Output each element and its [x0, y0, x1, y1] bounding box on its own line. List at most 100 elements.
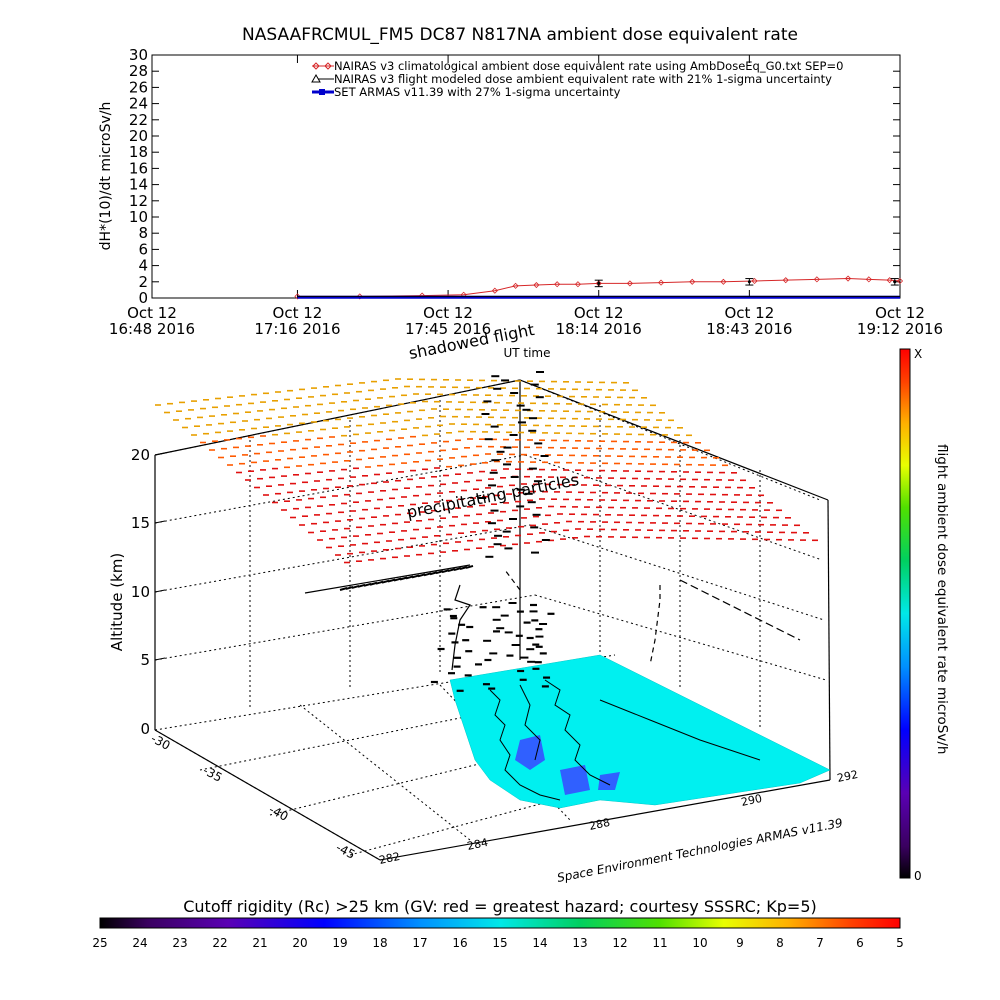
series-nairas-climatological-point	[356, 293, 363, 300]
x-tick-label: Oct 12	[875, 304, 925, 322]
legend: NAIRAS v3 climatological ambient dose eq…	[311, 59, 843, 99]
z-tick-label: 20	[131, 446, 150, 464]
annotation-precipitating-particles: precipitating particles	[405, 470, 580, 522]
y-tick-label: 24	[129, 95, 148, 113]
legend-label: NAIRAS v3 flight modeled dose ambient eq…	[334, 72, 832, 86]
y-axis-label: dH*(10)/dt microSv/h	[98, 102, 114, 251]
y-tick-label: 20	[129, 127, 148, 145]
y-tick-label: 12	[129, 192, 148, 210]
rigidity-tick-label: 6	[856, 936, 864, 950]
rigidity-colorbar	[99, 917, 901, 929]
legend-diamond-marker	[324, 62, 332, 70]
rigidity-tick-label: 24	[132, 936, 147, 950]
y-tick-label: 4	[138, 257, 148, 275]
rigidity-tick-label: 5	[896, 936, 904, 950]
x-tick-label: Oct 12	[574, 304, 624, 322]
z-tick-label: 15	[131, 514, 150, 532]
lon-tick-label: 292	[836, 768, 859, 785]
y-tick-label: 28	[129, 62, 148, 80]
rigidity-colorbar-title: Cutoff rigidity (Rc) >25 km (GV: red = g…	[183, 897, 817, 916]
rigidity-tick-label: 13	[572, 936, 587, 950]
series-nairas-climatological-point	[689, 278, 696, 285]
y-tick-label: 16	[129, 159, 148, 177]
lat-tick-label: -45	[334, 840, 358, 862]
precipitating-particles	[155, 378, 818, 564]
series-nairas-climatological-point	[865, 276, 872, 283]
z-tick-label: 10	[131, 583, 150, 601]
3d-frame	[154, 379, 831, 861]
y-tick-label: 10	[129, 208, 148, 226]
series-nairas-climatological-point	[813, 276, 820, 283]
x-tick-label: Oct 12	[273, 304, 323, 322]
x-tick-label: 17:16 2016	[254, 320, 340, 338]
series-nairas-climatological-point	[294, 293, 301, 300]
rigidity-tick-label: 9	[736, 936, 744, 950]
legend-square-marker	[319, 89, 325, 95]
series-nairas-climatological-point	[886, 277, 893, 284]
rigidity-tick-label: 22	[212, 936, 227, 950]
rigidity-tick-label: 16	[452, 936, 467, 950]
y-tick-label: 30	[129, 46, 148, 64]
rigidity-tick-label: 17	[412, 936, 427, 950]
dose-colorbar	[899, 348, 911, 879]
y-tick-label: 26	[129, 78, 148, 96]
z-ticks	[154, 452, 166, 661]
series-nairas-climatological-point	[512, 282, 519, 289]
series-nairas-climatological-point	[533, 281, 540, 289]
lon-tick-label: 290	[740, 792, 763, 809]
series-nairas-climatological-point	[782, 277, 789, 284]
z-tick-label: 0	[140, 720, 150, 738]
series-nairas-climatological-point	[896, 277, 904, 285]
colorbar-max-label: X	[914, 347, 922, 361]
x-tick-label: 17:45 2016	[405, 320, 491, 338]
y-tick-label: 0	[138, 289, 148, 307]
legend-label: NAIRAS v3 climatological ambient dose eq…	[334, 59, 843, 73]
rigidity-tick-label: 19	[332, 936, 347, 950]
series-nairas-climatological-line	[297, 278, 901, 297]
x-axis-label: UT time	[503, 346, 550, 360]
lon-tick-label: 288	[588, 816, 611, 833]
rigidity-tick-label: 11	[652, 936, 667, 950]
rigidity-tick-label: 21	[252, 936, 267, 950]
rigidity-tick-label: 18	[372, 936, 387, 950]
series-nairas-climatological-point	[574, 281, 582, 288]
rigidity-tick-label: 10	[692, 936, 707, 950]
rigidity-tick-label: 12	[612, 936, 627, 950]
lon-tick-label: 284	[466, 836, 489, 853]
flight-track	[304, 564, 801, 671]
3d-plot: shadowed flight precipitating particles …	[108, 320, 859, 885]
rigidity-colorbar-ticks: 25 24 23 22 21 20 19 18 17 16 15 14 13 12 11 10 9 8 7 6 5	[92, 936, 903, 950]
series-flight-modeled-point	[893, 280, 897, 284]
series-nairas-climatological-point	[720, 278, 727, 285]
rigidity-tick-label: 15	[492, 936, 507, 950]
x-tick-label: 18:14 2016	[556, 320, 642, 338]
series-flight-modeled-point	[597, 281, 601, 285]
y-tick-label: 8	[138, 224, 148, 242]
x-tick-label: 16:48 2016	[109, 320, 195, 338]
x-tick-label: 18:43 2016	[706, 320, 792, 338]
series-nairas-climatological-point	[751, 277, 758, 285]
coastlines	[489, 679, 761, 801]
line-plot-series	[294, 275, 904, 300]
lat-tick-label: -30	[149, 731, 173, 753]
z-axis-label: Altitude (km)	[108, 553, 126, 651]
surface-blue-patches	[515, 735, 620, 795]
shadowed-flight-markers	[430, 371, 555, 692]
plot-title: NASAAFRCMUL_FM5 DC87 N817NA ambient dose…	[242, 25, 798, 45]
legend-diamond-marker	[312, 62, 320, 70]
series-flight-modeled-point	[747, 280, 751, 284]
colorbar-min-label: 0	[914, 869, 922, 883]
rigidity-tick-label: 20	[292, 936, 307, 950]
x-tick-label: Oct 12	[423, 304, 473, 322]
rigidity-tick-label: 25	[92, 936, 107, 950]
lat-tick-label: -35	[201, 763, 225, 785]
z-tick-label: 5	[140, 651, 150, 669]
y-tick-label: 18	[129, 143, 148, 161]
legend-label: SET ARMAS v11.39 with 27% 1-sigma uncert…	[334, 85, 621, 99]
series-nairas-climatological-point	[626, 280, 633, 287]
series-nairas-climatological-point	[844, 275, 852, 282]
y-tick-label: 2	[138, 273, 148, 291]
